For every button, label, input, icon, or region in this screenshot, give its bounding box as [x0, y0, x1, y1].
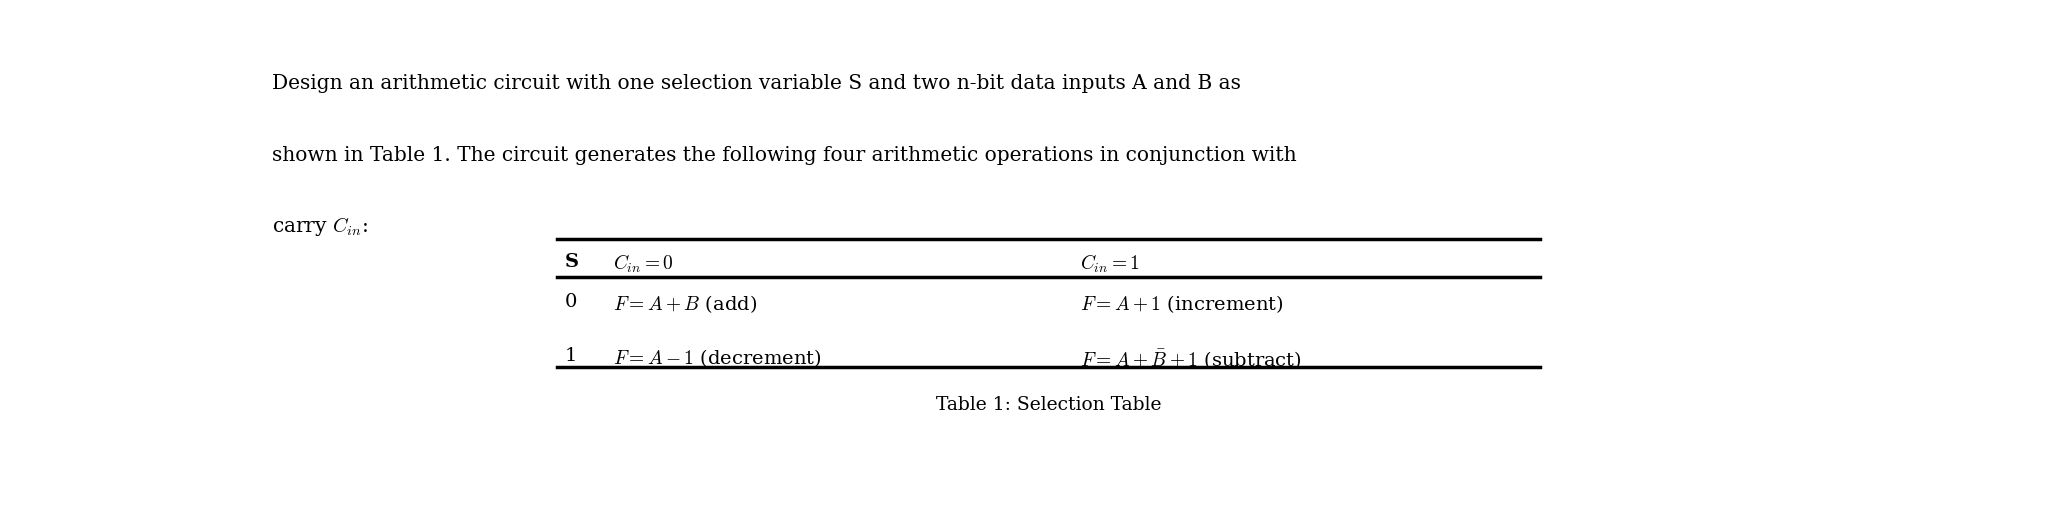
Text: 0: 0	[565, 293, 577, 311]
Text: 1: 1	[565, 347, 577, 364]
Text: $F = A + 1$ (increment): $F = A + 1$ (increment)	[1080, 293, 1283, 315]
Text: $F = A + \bar{B} + 1$ (subtract): $F = A + \bar{B} + 1$ (subtract)	[1080, 347, 1301, 371]
Text: S: S	[565, 253, 579, 271]
Text: Design an arithmetic circuit with one selection variable S and two n-bit data in: Design an arithmetic circuit with one se…	[272, 74, 1240, 93]
Text: $C_{in} = 0$: $C_{in} = 0$	[612, 253, 673, 276]
Text: Table 1: Selection Table: Table 1: Selection Table	[935, 397, 1162, 415]
Text: $C_{in} = 1$: $C_{in} = 1$	[1080, 253, 1140, 276]
Text: $F = A - 1$ (decrement): $F = A - 1$ (decrement)	[612, 347, 820, 369]
Text: $F = A + B$ (add): $F = A + B$ (add)	[612, 293, 757, 315]
Text: shown in Table 1. The circuit generates the following four arithmetic operations: shown in Table 1. The circuit generates …	[272, 146, 1297, 164]
Text: carry $C_{in}$:: carry $C_{in}$:	[272, 215, 368, 238]
